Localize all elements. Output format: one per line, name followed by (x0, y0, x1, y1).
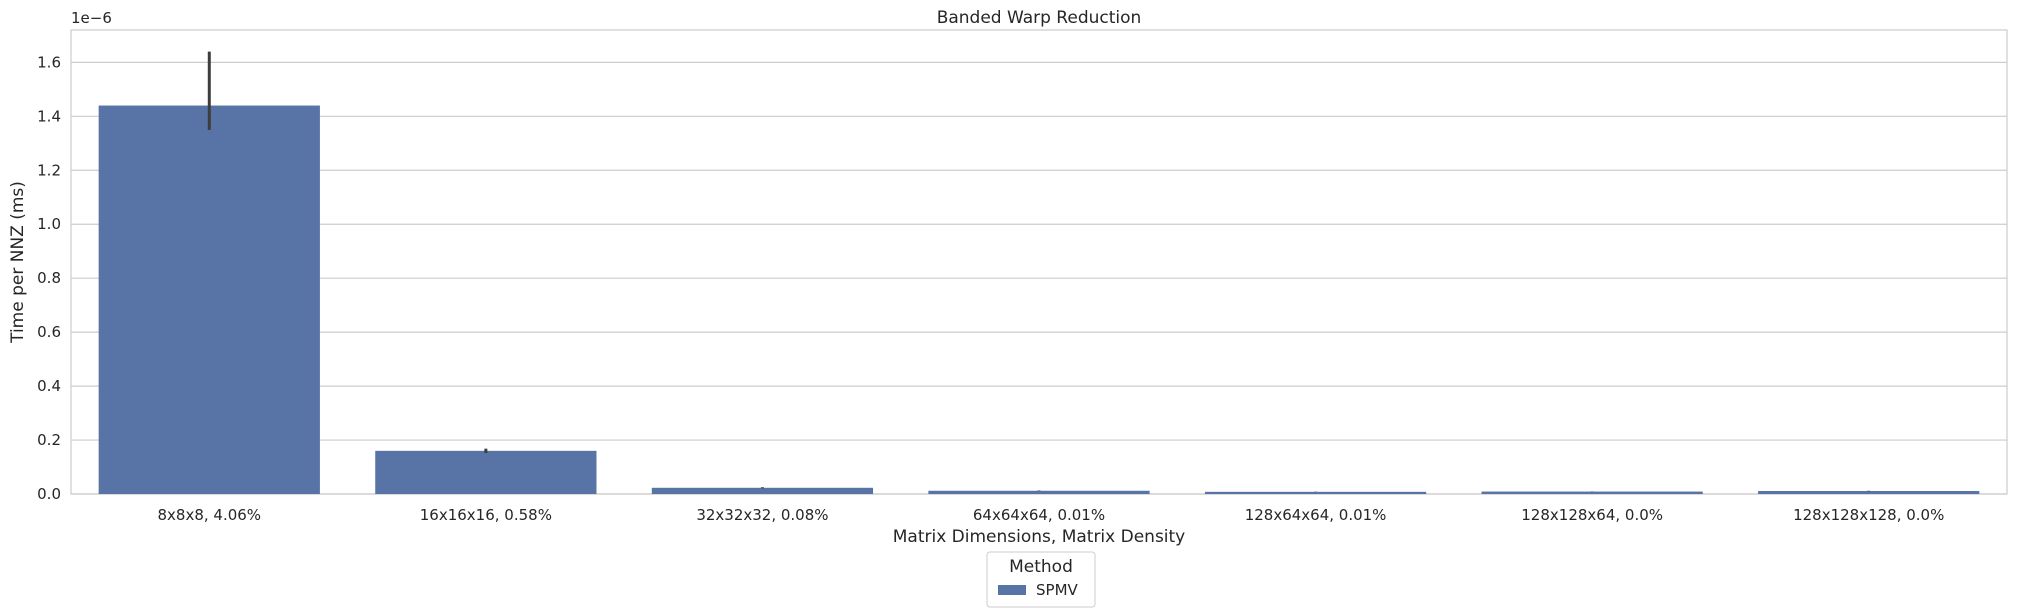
x-tick-label: 16x16x16, 0.58% (420, 506, 552, 524)
y-offset-label: 1e−6 (71, 9, 112, 27)
y-tick-label: 0.6 (37, 323, 61, 341)
bar (928, 490, 1150, 494)
x-ticks: 8x8x8, 4.06% 16x16x16, 0.58% 32x32x32, 0.0… (157, 506, 1944, 524)
x-tick-label: 128x128x64, 0.0% (1521, 506, 1663, 524)
y-tick-label: 0.8 (37, 269, 61, 287)
y-tick-label: 0.4 (37, 377, 61, 395)
y-tick-label: 0.2 (37, 431, 61, 449)
bar (1481, 491, 1703, 494)
plot-area (70, 29, 2008, 495)
bar (651, 487, 874, 494)
x-tick-label: 64x64x64, 0.01% (973, 506, 1105, 524)
x-tick-label: 8x8x8, 4.06% (157, 506, 261, 524)
bars (98, 105, 1980, 494)
y-tick-label: 0.0 (37, 485, 61, 503)
y-tick-label: 1.4 (37, 107, 61, 125)
bar (1758, 491, 1980, 494)
x-tick-label: 128x64x64, 0.01% (1245, 506, 1387, 524)
legend-title: Method (1009, 557, 1073, 577)
legend-label-spmv: SPMV (1036, 581, 1079, 599)
y-tick-label: 1.0 (37, 215, 61, 233)
bar (98, 105, 320, 494)
x-tick-label: 128x128x128, 0.0% (1793, 506, 1944, 524)
y-tick-label: 1.6 (37, 53, 61, 71)
x-axis-label: Matrix Dimensions, Matrix Density (893, 527, 1186, 547)
error-bars (207, 51, 1871, 492)
legend: Method SPMV (986, 551, 1096, 608)
bar (1204, 491, 1427, 494)
legend-swatch-spmv (998, 585, 1026, 595)
grid-lines (71, 61, 2007, 495)
chart-title: Banded Warp Reduction (937, 8, 1142, 28)
bar (375, 450, 597, 494)
y-tick-label: 1.2 (37, 161, 61, 179)
y-axis-label: Time per NNZ (ms) (8, 181, 28, 344)
x-tick-label: 32x32x32, 0.08% (696, 506, 828, 524)
y-ticks: 0.0 0.2 0.4 0.6 0.8 1.0 1.2 1.4 1.6 (37, 53, 61, 503)
